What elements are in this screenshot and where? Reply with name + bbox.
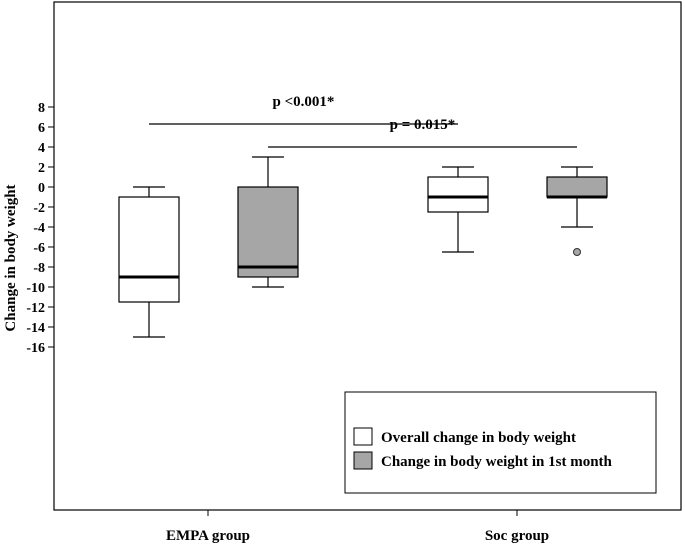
- box-iqr: [546, 176, 608, 198]
- y-tick-label: -16: [26, 341, 45, 356]
- significance-label: p = 0.015*: [390, 117, 456, 133]
- legend-label-overall: Overall change in body weight: [381, 430, 576, 446]
- y-tick-label: 2: [38, 161, 45, 176]
- box-iqr: [118, 196, 180, 303]
- y-tick-label: -2: [33, 201, 45, 216]
- x-axis-categories: EMPA group Soc group: [166, 510, 549, 544]
- y-tick-label: -12: [26, 301, 45, 316]
- y-tick-label: -14: [26, 321, 45, 336]
- y-tick-label: -4: [33, 221, 45, 236]
- boxes-layer: [118, 156, 608, 338]
- x-category-label: Soc group: [485, 528, 549, 544]
- box-first-month-soc: [546, 166, 608, 256]
- box-overall-empa: [118, 186, 180, 338]
- y-axis-ticks: 8 6 4 2 0 -2 -4 -6 -8 -10 -12 -14 -16: [26, 101, 54, 356]
- legend-frame: [344, 391, 657, 494]
- y-tick-label: 8: [38, 101, 45, 116]
- box-iqr: [237, 186, 299, 278]
- outlier-point: [573, 248, 581, 256]
- significance-annotations: p <0.001* p = 0.015*: [149, 94, 577, 148]
- y-tick-label: 0: [38, 181, 45, 196]
- legend-swatch-first-month: [353, 451, 373, 470]
- significance-label: p <0.001*: [273, 94, 335, 110]
- y-tick-label: 4: [38, 141, 45, 156]
- y-tick-label: -8: [33, 261, 45, 276]
- box-iqr: [427, 176, 489, 213]
- y-axis-title: Change in body weight: [3, 184, 19, 331]
- x-category-label: EMPA group: [166, 528, 250, 544]
- legend: Overall change in body weight Change in …: [344, 391, 657, 494]
- box-first-month-empa: [237, 156, 299, 288]
- y-tick-label: 6: [38, 121, 45, 136]
- y-tick-label: -6: [33, 241, 45, 256]
- legend-swatch-overall: [353, 427, 373, 446]
- legend-label-first-month: Change in body weight in 1st month: [381, 454, 613, 470]
- box-overall-soc: [427, 166, 489, 253]
- y-tick-label: -10: [26, 281, 45, 296]
